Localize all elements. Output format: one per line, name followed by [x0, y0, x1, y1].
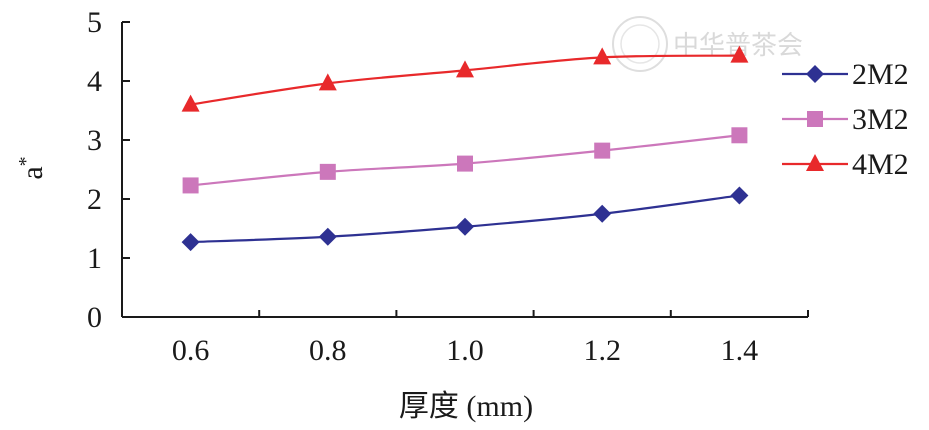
- y-axis-title-text: a: [16, 166, 49, 179]
- data-point-2M2: [181, 233, 200, 252]
- legend-label: 4M2: [852, 148, 909, 181]
- legend-label: 2M2: [852, 58, 909, 91]
- x-tick-label: 1.2: [583, 334, 621, 367]
- watermark-seal-inner-icon: [620, 24, 660, 64]
- data-point-3M2: [731, 127, 748, 144]
- x-axis-title: 厚度 (mm): [399, 390, 533, 423]
- legend-label: 3M2: [852, 103, 909, 136]
- series-3M2: [182, 127, 748, 194]
- data-point-2M2: [593, 204, 612, 223]
- legend-item-3M2: 3M2: [782, 103, 909, 136]
- y-tick-label: 1: [87, 242, 102, 275]
- data-point-3M2: [182, 177, 199, 194]
- legend-item-2M2: 2M2: [782, 58, 909, 91]
- data-point-4M2: [318, 73, 337, 91]
- series-2M2: [181, 186, 749, 252]
- watermark: 中华普茶会: [612, 16, 803, 72]
- data-point-3M2: [457, 155, 473, 172]
- legend-marker: [807, 111, 823, 127]
- data-point-3M2: [594, 142, 611, 159]
- x-tick-label: 1.0: [446, 334, 484, 367]
- data-point-2M2: [730, 186, 749, 205]
- y-tick-label: 4: [87, 65, 102, 98]
- y-axis-title-superscript: *: [15, 156, 37, 166]
- legend-marker: [806, 65, 824, 83]
- legend-item-4M2: 4M2: [782, 148, 909, 181]
- data-point-4M2: [456, 60, 474, 78]
- watermark-seal-icon: [612, 16, 668, 72]
- legend: 2M2 3M2 4M2: [782, 58, 909, 181]
- data-point-4M2: [730, 45, 749, 63]
- series-4M2: [181, 45, 749, 112]
- data-point-2M2: [318, 227, 337, 246]
- x-tick-label: 0.8: [309, 334, 347, 367]
- x-tick-label: 0.6: [172, 334, 210, 367]
- series-layer: [181, 45, 749, 252]
- data-point-4M2: [593, 47, 612, 65]
- data-point-3M2: [319, 163, 336, 180]
- x-tick-label: 1.4: [721, 334, 759, 367]
- y-tick-label: 3: [87, 124, 102, 157]
- data-point-2M2: [456, 217, 474, 236]
- y-tick-label: 0: [87, 301, 102, 334]
- y-tick-label: 2: [87, 183, 102, 216]
- legend-marker: [806, 154, 824, 171]
- data-point-4M2: [181, 94, 200, 112]
- y-axis-title: a*: [15, 156, 49, 179]
- axes: 0 1 2 3 4 5 0.6 0.8 1.0 1.2 1.4: [87, 6, 809, 367]
- y-tick-label: 5: [87, 6, 102, 39]
